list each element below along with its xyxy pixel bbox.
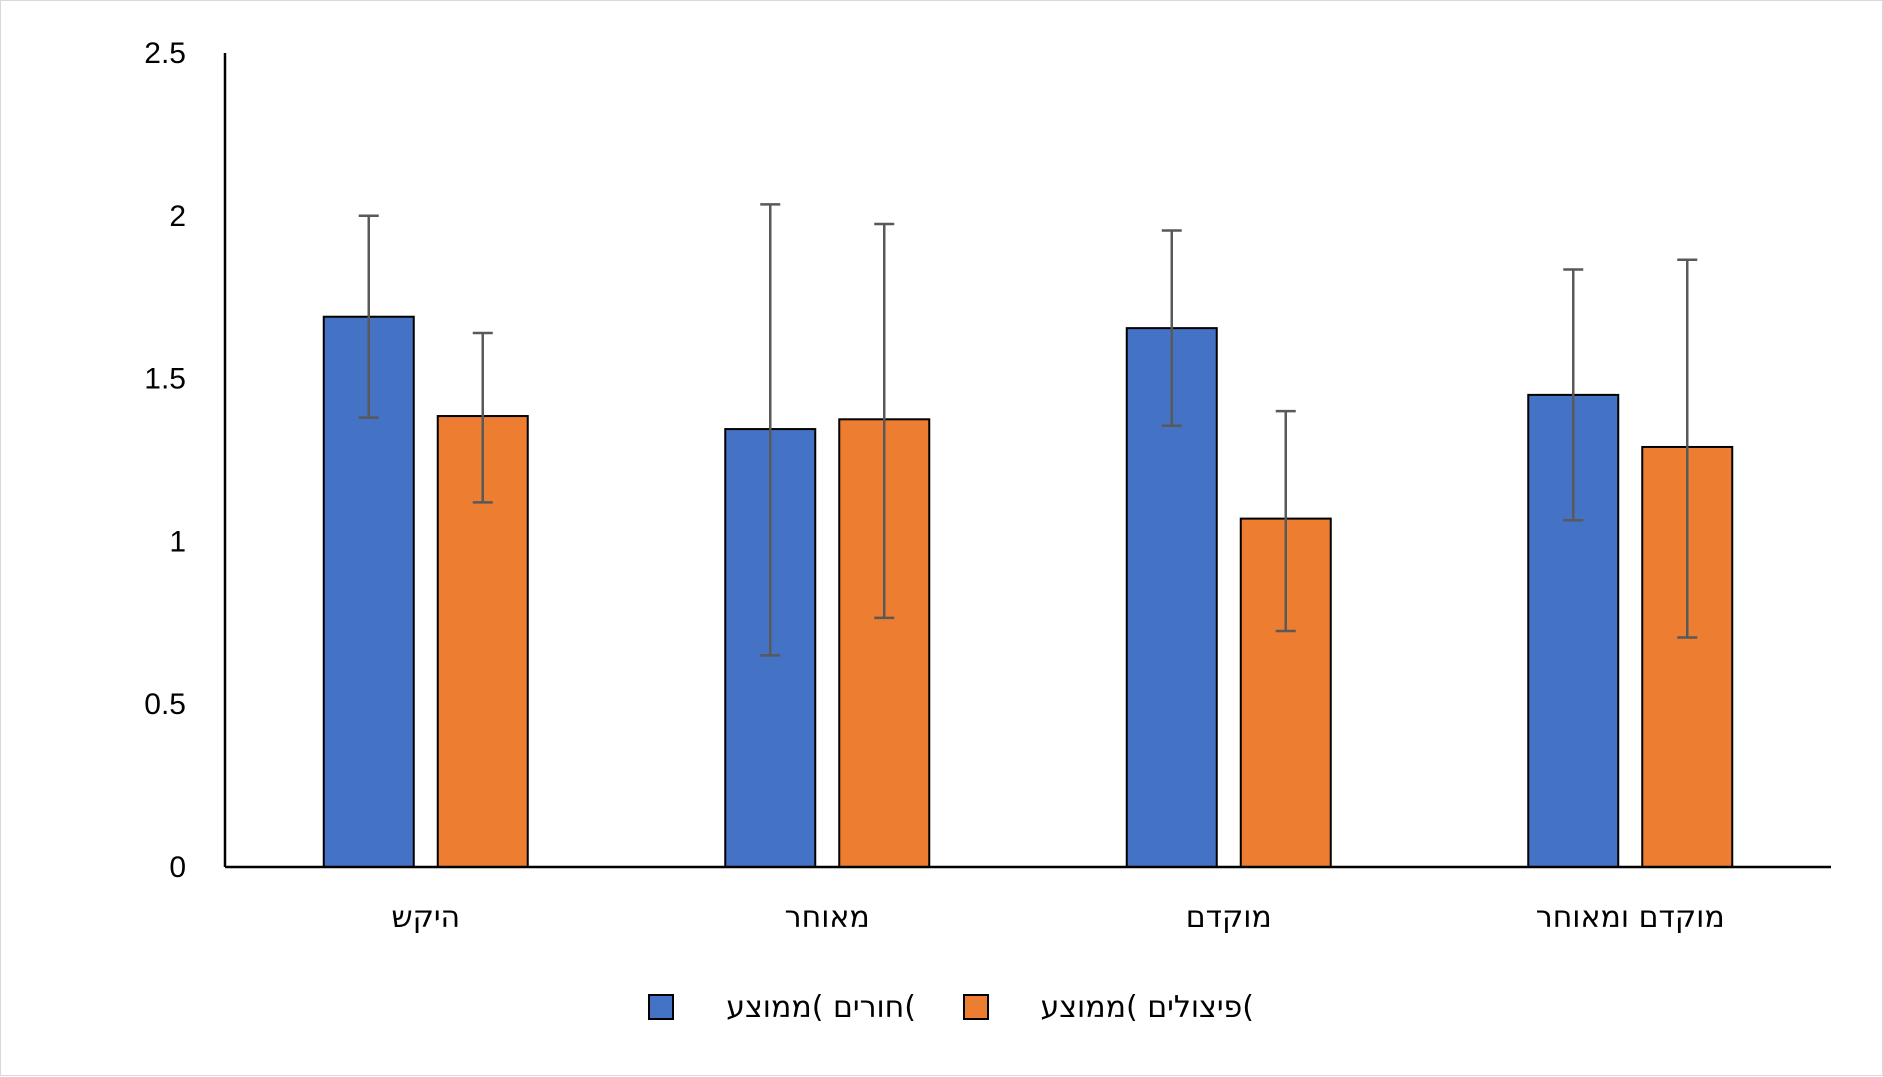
y-tick-label: 2.5 xyxy=(144,37,186,70)
y-tick-label: 1 xyxy=(169,525,186,558)
y-tick-label: 2 xyxy=(169,200,186,233)
x-category-label: היקש xyxy=(391,900,460,935)
y-tick-label: 0.5 xyxy=(144,688,186,721)
error-bars xyxy=(358,203,1698,657)
y-tick-label: 1.5 xyxy=(144,363,186,396)
x-axis-categories: היקש מאוחר מוקדם מוקדם ומאוחר xyxy=(391,900,1724,935)
y-axis-ticks: 0 0.5 1 1.5 2 2.5 xyxy=(144,37,186,884)
legend: חורים )ממוצע( פיצולים )ממוצע( xyxy=(648,990,1254,1025)
x-category-label: מוקדם xyxy=(1186,900,1272,935)
legend-label: חורים )ממוצע( xyxy=(726,990,916,1025)
legend-label: פיצולים )ממוצע( xyxy=(1040,990,1254,1025)
y-tick-label: 0 xyxy=(169,851,186,884)
x-category-label: מאוחר xyxy=(785,900,870,935)
legend-swatch xyxy=(648,994,674,1020)
x-category-label: מוקדם ומאוחר xyxy=(1536,900,1725,935)
legend-swatch xyxy=(963,994,989,1020)
bars xyxy=(322,315,1734,868)
